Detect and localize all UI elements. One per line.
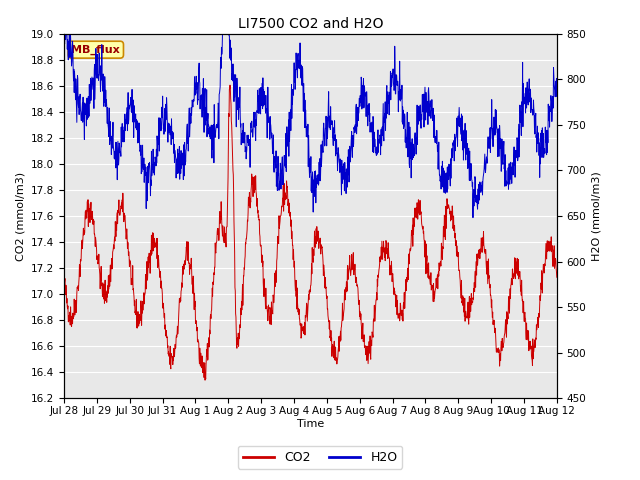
X-axis label: Time: Time <box>297 419 324 429</box>
Y-axis label: H2O (mmol/m3): H2O (mmol/m3) <box>592 171 602 261</box>
Y-axis label: CO2 (mmol/m3): CO2 (mmol/m3) <box>15 171 26 261</box>
Legend: CO2, H2O: CO2, H2O <box>237 446 403 469</box>
Title: LI7500 CO2 and H2O: LI7500 CO2 and H2O <box>237 17 383 31</box>
Text: MB_flux: MB_flux <box>72 45 120 55</box>
